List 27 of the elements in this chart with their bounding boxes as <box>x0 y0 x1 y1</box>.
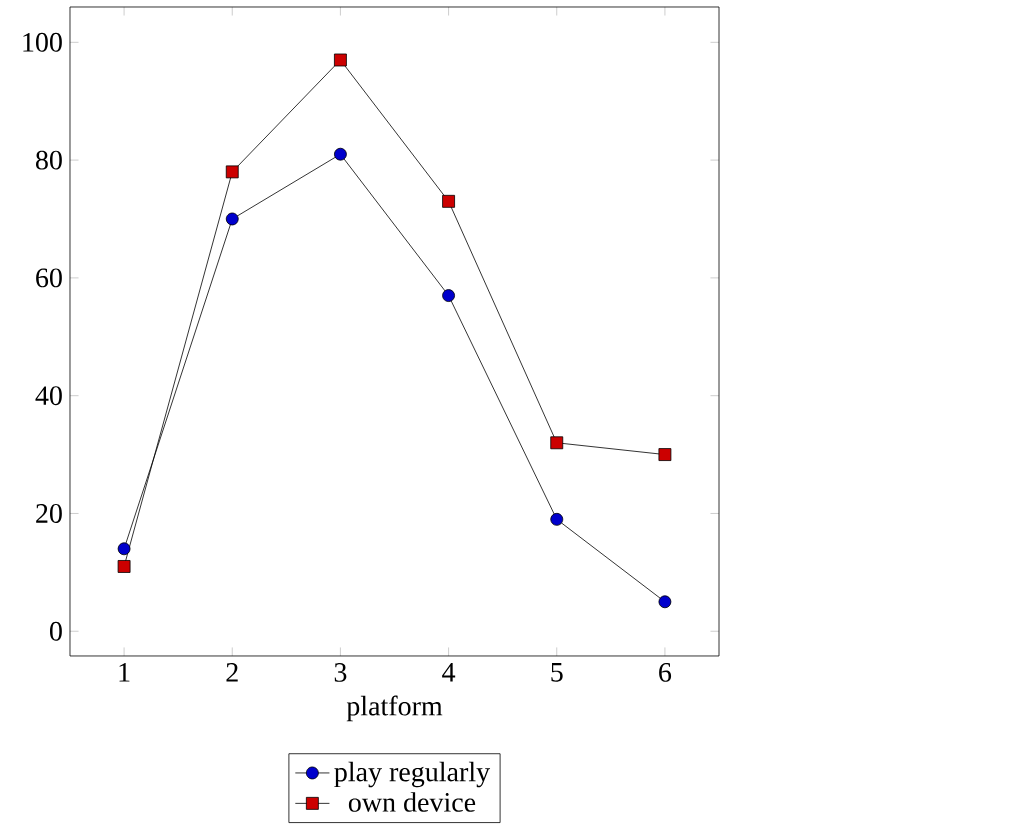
y-tick-label: 20 <box>36 504 62 523</box>
y-tick-label: 60 <box>36 268 62 288</box>
x-tick-label: 1 <box>119 663 130 682</box>
y-tick-label: 80 <box>36 150 62 170</box>
point <box>550 512 564 526</box>
legend-label: play regularly <box>334 761 491 788</box>
point <box>334 147 347 161</box>
point <box>442 289 455 302</box>
y-tick-label: 100 <box>23 32 62 52</box>
x-axis-title: platform <box>346 695 443 722</box>
point <box>658 595 672 609</box>
point <box>334 53 347 67</box>
legend-label: own device <box>348 792 476 812</box>
point <box>442 194 455 208</box>
x-tick-label: 3 <box>334 663 347 682</box>
point <box>225 165 239 179</box>
point <box>225 212 239 226</box>
point <box>550 436 564 450</box>
y-tick-label: 0 <box>50 621 62 641</box>
x-tick-label: 5 <box>551 663 563 682</box>
point <box>117 560 131 573</box>
y-tick-label: 40 <box>35 386 62 406</box>
x-tick-label: 4 <box>442 663 456 682</box>
point <box>658 448 672 461</box>
x-tick-label: 2 <box>226 663 238 682</box>
point <box>117 542 131 556</box>
x-tick-label: 6 <box>659 663 672 682</box>
